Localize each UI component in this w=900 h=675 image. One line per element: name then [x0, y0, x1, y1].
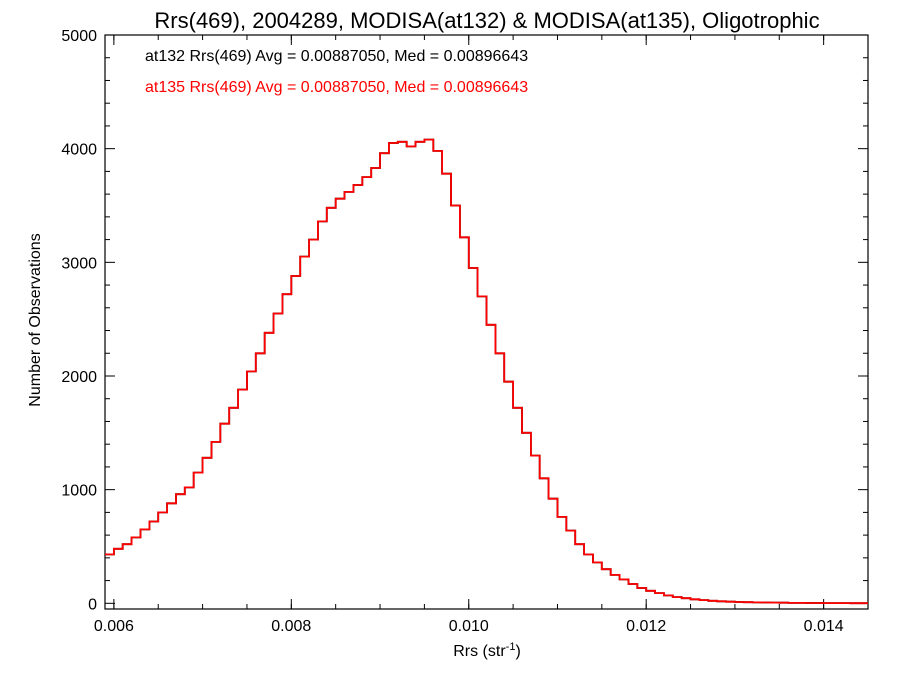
y-axis-title: Number of Observations	[27, 233, 44, 406]
plot-frame-border	[104, 34, 869, 610]
y-tick-label-1: 1000	[61, 483, 97, 500]
x-tick-label-4: 0.014	[804, 618, 844, 635]
series-line-0	[105, 138, 868, 605]
x-tick-label-1: 0.008	[271, 618, 311, 635]
annotation-at135: at135 Rrs(469) Avg = 0.00887050, Med = 0…	[145, 79, 528, 96]
x-tick-label-0: 0.006	[94, 618, 134, 635]
x-tick-label-2: 0.010	[449, 618, 489, 635]
x-axis-title-main: Rrs (str	[453, 643, 506, 660]
x-tick-label-3: 0.012	[626, 618, 666, 635]
chart-title: Rrs(469), 2004289, MODISA(at132) & MODIS…	[154, 8, 819, 33]
y-tick-label-3: 3000	[61, 255, 97, 272]
y-axis-ticks: 0 1000 2000 3000 4000 5000	[61, 28, 868, 613]
y-tick-label-5: 5000	[61, 28, 97, 45]
y-tick-label-2: 2000	[61, 369, 97, 386]
annotation-at132: at132 Rrs(469) Avg = 0.00887050, Med = 0…	[145, 48, 528, 65]
x-axis-ticks: 0.006 0.008 0.010 0.012 0.014	[94, 35, 869, 635]
x-axis-title: Rrs (str-1)	[453, 641, 521, 660]
y-tick-label-0: 0	[88, 596, 97, 613]
x-axis-title-suffix: )	[515, 643, 520, 660]
series-line-1	[105, 138, 868, 605]
plot-frame	[104, 34, 869, 610]
x-axis-title-superscript: -1	[506, 641, 516, 653]
series-group	[105, 138, 868, 605]
y-tick-label-4: 4000	[61, 142, 97, 159]
